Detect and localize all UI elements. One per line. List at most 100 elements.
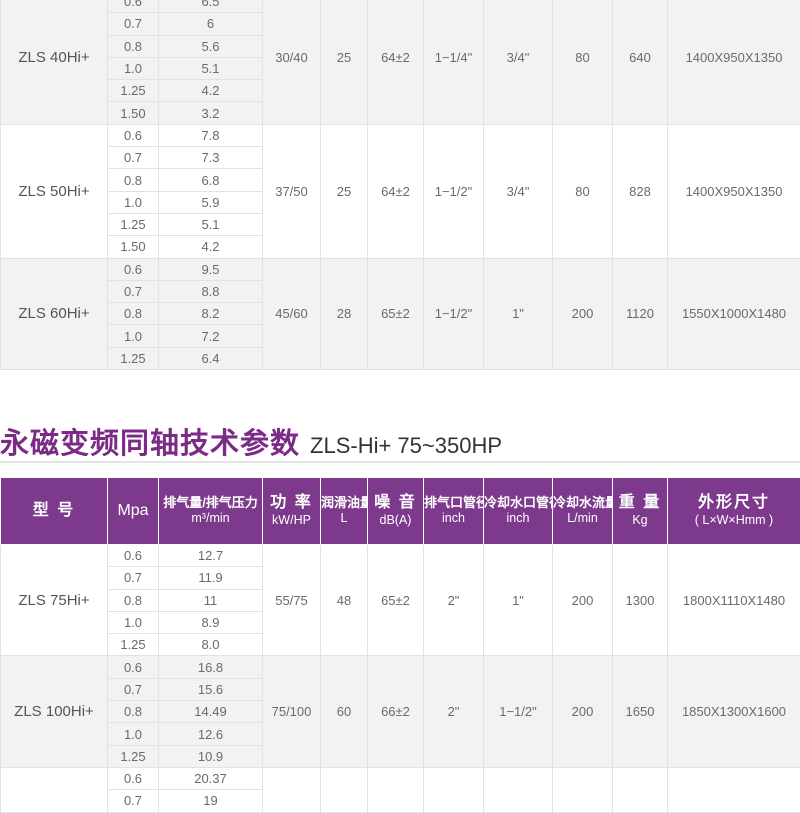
header-label: 排气量/排气压力 <box>159 495 262 511</box>
column-header: 润滑油量L <box>321 478 368 545</box>
pressure-cell: 0.7 <box>108 13 159 35</box>
oil-cell: 60 <box>321 656 368 767</box>
header-label: 型 号 <box>1 501 107 521</box>
header-label: 重 量 <box>613 493 667 513</box>
power-cell: 30/40 <box>263 0 321 124</box>
flow-cell: 6 <box>159 13 263 35</box>
pressure-cell: 0.6 <box>108 0 159 13</box>
pressure-cell: 1.25 <box>108 213 159 235</box>
flow-cell: 8.8 <box>159 280 263 302</box>
cooling-pipe-cell: 1" <box>484 545 553 656</box>
cooling-pipe-cell: 1−1/2" <box>484 656 553 767</box>
oil-cell: 25 <box>321 0 368 124</box>
header-unit: Kg <box>613 513 667 529</box>
weight-cell: 640 <box>613 0 668 124</box>
model-cell: ZLS 40Hi+ <box>1 0 108 124</box>
header-unit: ( L×W×Hmm ) <box>668 513 800 529</box>
pressure-cell: 1.50 <box>108 236 159 258</box>
flow-cell: 10.9 <box>159 745 263 767</box>
pressure-cell: 1.25 <box>108 745 159 767</box>
water-cell: 200 <box>553 545 613 656</box>
dims-cell: 1850X1300X1600 <box>668 656 800 767</box>
noise-cell: 66±2 <box>368 656 424 767</box>
dims-cell: 1400X950X1350 <box>668 0 800 124</box>
exhaust-cell <box>424 767 484 812</box>
exhaust-cell: 2" <box>424 545 484 656</box>
pressure-cell: 1.0 <box>108 611 159 633</box>
flow-cell: 9.5 <box>159 258 263 280</box>
flow-cell: 6.5 <box>159 0 263 13</box>
flow-cell: 12.7 <box>159 545 263 567</box>
flow-cell: 7.8 <box>159 124 263 146</box>
exhaust-cell: 1−1/2" <box>424 258 484 369</box>
header-label: Mpa <box>108 501 158 521</box>
pressure-cell: 1.0 <box>108 325 159 347</box>
dims-cell: 1800X1110X1480 <box>668 545 800 656</box>
pressure-cell: 0.6 <box>108 545 159 567</box>
pressure-cell: 0.7 <box>108 280 159 302</box>
header-label: 润滑油量 <box>321 495 367 511</box>
column-header: 冷却水口管径inch <box>484 478 553 545</box>
water-cell: 80 <box>553 124 613 258</box>
column-header: 型 号 <box>1 478 108 545</box>
oil-cell: 25 <box>321 124 368 258</box>
oil-cell: 28 <box>321 258 368 369</box>
header-unit: m³/min <box>159 511 262 527</box>
header-unit: inch <box>484 511 552 527</box>
pressure-cell: 1.0 <box>108 723 159 745</box>
model-cell: ZLS 75Hi+ <box>1 545 108 656</box>
cooling-pipe-cell: 3/4" <box>484 124 553 258</box>
power-cell: 75/100 <box>263 656 321 767</box>
flow-cell: 16.8 <box>159 656 263 678</box>
flow-cell: 8.2 <box>159 303 263 325</box>
flow-cell: 20.37 <box>159 767 263 789</box>
flow-cell: 11.9 <box>159 567 263 589</box>
pressure-cell: 0.7 <box>108 678 159 700</box>
oil-cell <box>321 767 368 812</box>
header-label: 冷却水流量 <box>553 495 612 511</box>
flow-cell: 4.2 <box>159 236 263 258</box>
pressure-cell: 1.0 <box>108 191 159 213</box>
model-cell: ZLS 60Hi+ <box>1 258 108 369</box>
flow-cell: 8.9 <box>159 611 263 633</box>
cooling-pipe-cell: 1" <box>484 258 553 369</box>
cooling-pipe-cell <box>484 767 553 812</box>
flow-cell: 15.6 <box>159 678 263 700</box>
header-unit: L <box>321 511 367 527</box>
pressure-cell: 0.7 <box>108 567 159 589</box>
header-label: 外形尺寸 <box>668 493 800 513</box>
power-cell <box>263 767 321 812</box>
column-header: 外形尺寸( L×W×Hmm ) <box>668 478 800 545</box>
weight-cell: 1120 <box>613 258 668 369</box>
pressure-cell: 1.50 <box>108 102 159 124</box>
model-cell: ZLS 50Hi+ <box>1 124 108 258</box>
pressure-cell: 0.6 <box>108 258 159 280</box>
pressure-cell: 0.8 <box>108 35 159 57</box>
exhaust-cell: 1−1/4" <box>424 0 484 124</box>
exhaust-cell: 1−1/2" <box>424 124 484 258</box>
flow-cell: 6.8 <box>159 169 263 191</box>
flow-cell: 5.1 <box>159 57 263 79</box>
weight-cell <box>613 767 668 812</box>
pressure-cell: 1.0 <box>108 57 159 79</box>
flow-cell: 8.0 <box>159 634 263 656</box>
cooling-pipe-cell: 3/4" <box>484 0 553 124</box>
noise-cell: 64±2 <box>368 124 424 258</box>
pressure-cell: 1.25 <box>108 80 159 102</box>
dims-cell: 1400X950X1350 <box>668 124 800 258</box>
water-cell <box>553 767 613 812</box>
pressure-cell: 0.8 <box>108 169 159 191</box>
section-subtitle: ZLS-Hi+ 75~350HP <box>310 433 502 458</box>
weight-cell: 1300 <box>613 545 668 656</box>
noise-cell <box>368 767 424 812</box>
flow-cell: 5.6 <box>159 35 263 57</box>
